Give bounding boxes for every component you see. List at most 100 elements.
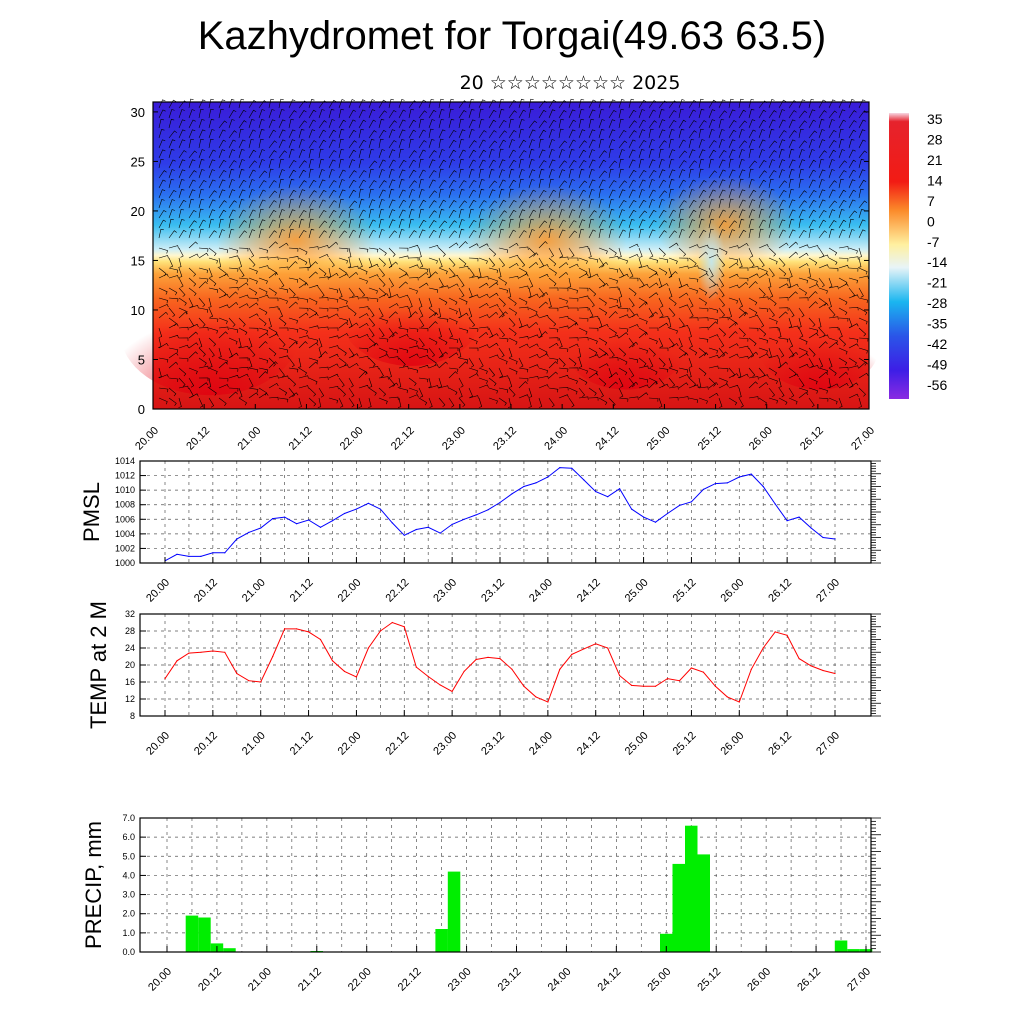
wind-barb-811 — [428, 109, 437, 119]
wind-barb-709 — [388, 294, 399, 299]
pmsl-point — [319, 526, 322, 528]
temp2m-point — [535, 696, 537, 698]
wind-barb-1684 — [718, 139, 725, 149]
wind-barb-1998 — [818, 287, 828, 294]
wind-barb-1350 — [608, 99, 616, 109]
wind-barb-1177 — [548, 169, 555, 179]
wind-barb-661 — [378, 110, 387, 119]
wind-barb-189 — [218, 189, 226, 199]
wind-barb-83 — [178, 337, 189, 341]
wind-barb-1158 — [538, 287, 545, 298]
wind-barb-183 — [218, 129, 226, 139]
wind-barb-277 — [248, 169, 256, 179]
pmsl-point — [248, 531, 250, 534]
wind-barb-648 — [368, 287, 378, 294]
wind-barb-1988 — [818, 179, 825, 189]
cross-section-x-tick-label: 22.12 — [389, 425, 417, 453]
wind-barb-1193 — [548, 337, 559, 341]
wind-barb-39 — [168, 189, 177, 199]
wind-barb-125 — [198, 149, 206, 159]
wind-barb-71 — [178, 208, 185, 219]
wind-barb-413 — [288, 337, 298, 345]
wind-barb-428 — [298, 180, 307, 189]
wind-barb-2001 — [818, 317, 822, 328]
wind-barb-422 — [298, 120, 307, 129]
wind-barb-1248 — [568, 287, 578, 294]
wind-barb-416 — [288, 367, 299, 373]
wind-barb-425 — [298, 149, 306, 159]
wind-barb-1250 — [569, 307, 579, 311]
wind-barb-691 — [388, 109, 397, 119]
wind-barb-1405 — [618, 357, 628, 365]
wind-barb-1658 — [708, 180, 717, 189]
wind-barb-1876 — [778, 267, 787, 277]
wind-barb-643 — [368, 229, 377, 239]
wind-barb-1105 — [518, 357, 524, 368]
wind-barb-732 — [398, 219, 405, 229]
temp2m-point — [427, 675, 429, 678]
wind-barb-2098 — [848, 382, 859, 389]
precip-y-tick-label: 2.0 — [122, 909, 135, 919]
wind-barb-782 — [418, 118, 424, 129]
wind-barb-626 — [358, 367, 368, 376]
wind-barb-359 — [268, 396, 279, 401]
wind-barb-558 — [338, 287, 343, 298]
wind-barb-82 — [178, 326, 189, 331]
wind-barb-522 — [328, 219, 337, 229]
wind-barb-1776 — [748, 160, 758, 169]
wind-barb-1298 — [588, 179, 596, 189]
wind-barb-1030 — [498, 199, 507, 209]
wind-barb-658 — [368, 387, 377, 396]
precip-y-tick-label: 5.0 — [122, 851, 135, 861]
wind-barb-1721 — [728, 209, 737, 219]
wind-barb-107 — [188, 277, 197, 287]
wind-barb-1822 — [758, 327, 767, 337]
wind-barb-1659 — [708, 189, 716, 199]
wind-barb-48 — [168, 287, 178, 296]
wind-barb-1211 — [558, 209, 565, 219]
wind-barb-1178 — [548, 178, 554, 189]
wind-barb-173 — [208, 337, 217, 347]
wind-barb-54 — [168, 347, 179, 353]
temp2m-point — [248, 680, 250, 682]
wind-barb-42 — [168, 218, 174, 229]
wind-barb-1715 — [728, 149, 736, 159]
wind-barb-476 — [308, 361, 318, 369]
wind-barb-363 — [278, 129, 286, 139]
wind-barb-327 — [258, 371, 268, 379]
wind-barb-1124 — [528, 247, 536, 257]
colorbar-bar — [889, 113, 909, 399]
wind-barb-1123 — [528, 229, 535, 239]
wind-barb-379 — [278, 297, 288, 304]
wind-barb-1620 — [698, 98, 704, 109]
pmsl-point — [678, 504, 681, 506]
wind-barb-1829 — [758, 397, 768, 406]
wind-barb-983 — [478, 331, 489, 339]
wind-barb-408 — [288, 287, 296, 297]
wind-barb-1475 — [648, 148, 655, 159]
temp2m-point — [762, 647, 764, 649]
wind-barb-1145 — [538, 149, 546, 159]
wind-barb-157 — [208, 169, 216, 179]
temp2m-y-tick-label: 32 — [125, 609, 135, 619]
wind-barb-1473 — [648, 128, 654, 139]
wind-barb-1387 — [618, 168, 624, 179]
pmsl-point — [762, 485, 764, 488]
wind-barb-2083 — [848, 229, 855, 239]
wind-barb-1573 — [678, 229, 685, 239]
wind-barb-292 — [248, 327, 259, 332]
wind-barb-1646 — [698, 367, 707, 377]
wind-barb-321 — [258, 317, 267, 327]
wind-barb-793 — [418, 229, 426, 239]
wind-barb-720 — [398, 99, 405, 109]
wind-barb-852 — [438, 220, 448, 229]
wind-barb-828 — [428, 287, 439, 293]
wind-barb-1199 — [548, 397, 555, 408]
wind-barb-603 — [358, 128, 364, 139]
wind-barb-1406 — [618, 367, 628, 376]
wind-barb-870 — [448, 98, 454, 109]
temp2m-point — [643, 685, 645, 687]
wind-barb-2120 — [858, 307, 868, 316]
wind-barb-1002 — [488, 219, 497, 229]
